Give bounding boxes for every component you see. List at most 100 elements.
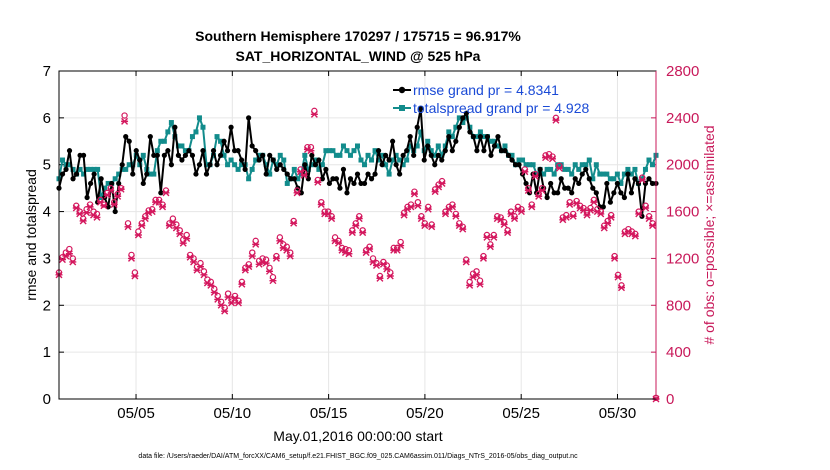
rmse-point-75 <box>319 176 325 182</box>
rmse-point-111 <box>446 134 452 140</box>
obs-assimilated-point-106 <box>421 222 429 230</box>
rmse-point-106 <box>428 152 434 158</box>
totalspread-point-70 <box>302 152 308 158</box>
totalspread-point-105 <box>425 138 431 144</box>
totalspread-point-48 <box>225 162 231 168</box>
rmse-point-146 <box>569 190 575 196</box>
totalspread-point-167 <box>642 166 648 172</box>
rmse-point-3 <box>66 148 73 154</box>
rmse-point-163 <box>628 190 635 196</box>
rmse-point-53 <box>242 166 248 172</box>
totalspread-point-83 <box>347 152 353 158</box>
obs-assimilated-point-129 <box>500 220 508 228</box>
totalspread-point-4 <box>70 166 76 172</box>
totalspread-point-7 <box>81 171 87 177</box>
obs-assimilated-point-96 <box>386 272 394 280</box>
obs-assimilated-point-118 <box>462 258 470 266</box>
rmse-point-82 <box>344 190 350 196</box>
totalspread-point-79 <box>333 152 339 158</box>
rmse-point-119 <box>474 148 480 154</box>
rmse-point-110 <box>442 148 448 154</box>
totalspread-point-85 <box>355 143 360 149</box>
rmse-point-150 <box>583 166 589 172</box>
totalspread-point-149 <box>579 162 585 168</box>
obs-assimilated-point-37 <box>183 235 191 243</box>
rmse-point-134 <box>526 190 533 196</box>
totalspread-point-39 <box>193 129 199 135</box>
obs-assimilated-point-152 <box>580 206 588 214</box>
rmse-point-49 <box>228 124 234 130</box>
rmse-point-16 <box>112 208 118 215</box>
rmse-point-83 <box>347 176 354 182</box>
rmse-point-92 <box>379 162 385 168</box>
rmse-point-26 <box>147 134 153 140</box>
obs-assimilated-point-119 <box>466 281 474 289</box>
y-left-tick-label-1: 1 <box>43 344 51 361</box>
obs-assimilated-point-46 <box>214 295 222 303</box>
totalspread-point-159 <box>614 171 620 177</box>
rmse-point-97 <box>397 171 403 177</box>
obs-assimilated-point-137 <box>528 203 536 211</box>
totalspread-point-95 <box>390 157 396 163</box>
totalspread-point-20 <box>126 162 132 168</box>
obs-assimilated-point-112 <box>441 210 449 218</box>
plot-frame <box>58 70 657 400</box>
rmse-point-118 <box>470 134 476 140</box>
totalspread-point-16 <box>112 176 118 182</box>
totalspread-point-62 <box>274 162 280 168</box>
obs-assimilated-point-139 <box>535 192 543 200</box>
obs-assimilated-point-42 <box>200 271 208 279</box>
y-axis-left-ticks: 0 1 2 3 4 5 6 7 <box>43 63 64 408</box>
y-left-tick-label-4: 4 <box>43 204 51 221</box>
obs-assimilated-point-128 <box>497 216 505 224</box>
rmse-point-22 <box>133 148 139 154</box>
totalspread-point-154 <box>597 171 603 177</box>
obs-assimilated-point-5 <box>72 204 80 212</box>
rmse-point-112 <box>449 148 455 154</box>
obs-assimilated-point-171 <box>645 215 653 223</box>
obs-assimilated-point-49 <box>224 293 232 301</box>
obs-assimilated-point-38 <box>186 253 194 261</box>
totalspread-point-131 <box>516 157 522 163</box>
obs-assimilated-point-31 <box>162 189 170 197</box>
x-tick-label-4: 05/25 <box>502 405 540 422</box>
rmse-point-114 <box>456 124 462 130</box>
legend-spread-label: totalspread grand pr = 4.928 <box>413 100 590 116</box>
y-right-tick-label-3: 1200 <box>666 250 699 267</box>
rmse-point-15 <box>109 180 115 187</box>
rmse-point-148 <box>576 180 582 187</box>
totalspread-point-59 <box>263 162 269 168</box>
totalspread-point-155 <box>600 171 606 177</box>
totalspread-point-14 <box>105 180 111 186</box>
obs-assimilated-point-104 <box>414 202 422 210</box>
rmse-point-143 <box>558 176 564 182</box>
rmse-point-58 <box>260 152 266 158</box>
totalspread-point-73 <box>312 157 318 163</box>
rmse-point-102 <box>414 124 420 130</box>
obs-assimilated-point-114 <box>448 203 456 211</box>
rmse-point-156 <box>604 180 610 187</box>
totalspread-point-129 <box>509 152 515 158</box>
rmse-point-157 <box>607 199 613 205</box>
totalspread-point-55 <box>249 166 255 172</box>
obs-assimilated-point-45 <box>210 288 218 296</box>
obs-assimilated-point-148 <box>566 201 574 209</box>
totalspread-point-3 <box>67 162 73 168</box>
totalspread-point-147 <box>572 162 578 168</box>
obs-assimilated-point-8 <box>83 209 91 217</box>
totalspread-point-47 <box>221 152 227 158</box>
rmse-point-149 <box>579 171 585 177</box>
rmse-point-93 <box>382 152 389 158</box>
rmse-point-18 <box>119 162 125 168</box>
totalspread-point-46 <box>218 138 224 144</box>
rmse-point-140 <box>548 180 554 187</box>
obs-assimilated-point-17 <box>114 192 122 200</box>
totalspread-point-161 <box>621 171 627 177</box>
obs-assimilated-point-81 <box>335 239 343 247</box>
totalspread-point-60 <box>267 171 273 177</box>
totalspread-point-57 <box>256 152 262 158</box>
y-right-tick-label-2: 800 <box>666 297 691 314</box>
rmse-point-121 <box>481 148 487 154</box>
x-tick-label-1: 05/10 <box>214 405 252 422</box>
obs-assimilated-point-121 <box>473 271 481 279</box>
